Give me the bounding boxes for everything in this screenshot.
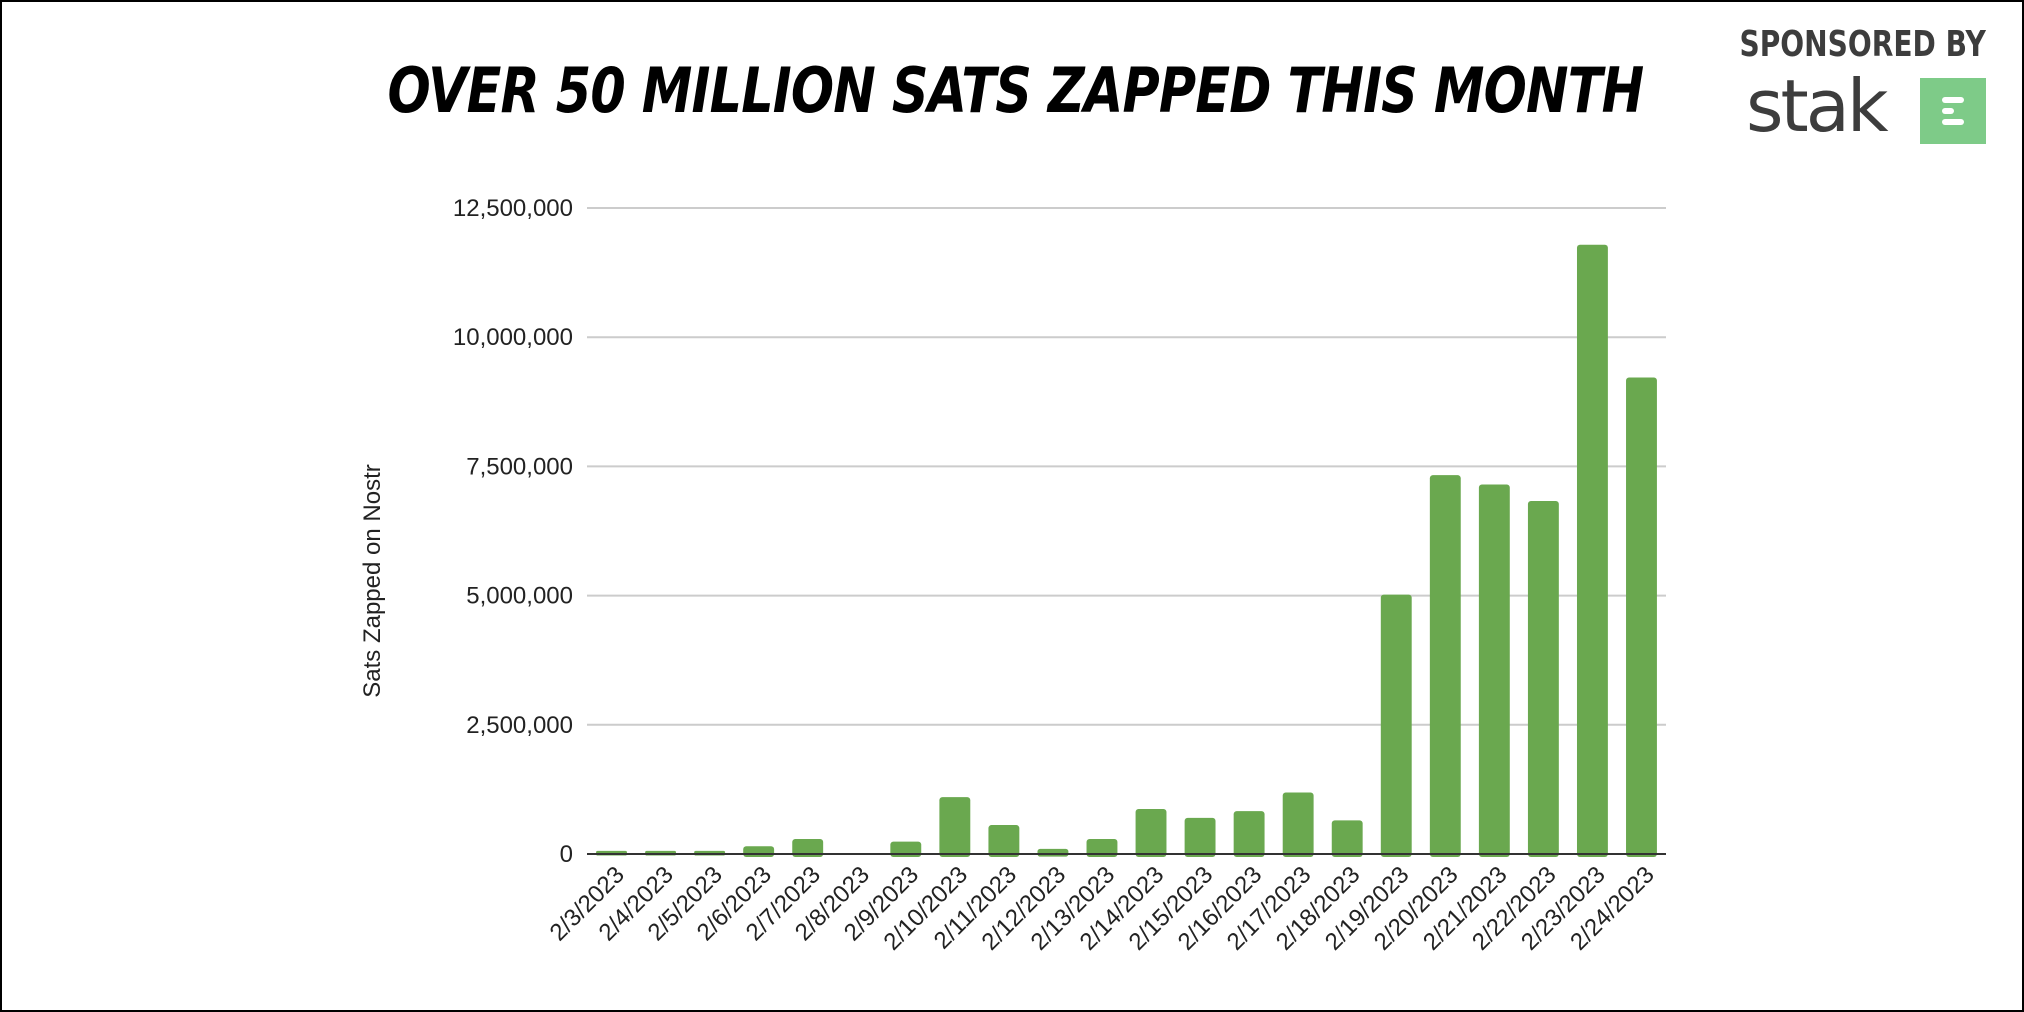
chart-title: OVER 50 MILLION SATS ZAPPED THIS MONTH bbox=[387, 54, 1645, 127]
bar bbox=[939, 797, 971, 857]
bar bbox=[1331, 820, 1363, 857]
y-tick-label: 2,500,000 bbox=[466, 712, 573, 739]
sponsor-block: SPONSORED BY stak bbox=[1740, 24, 1986, 154]
bar bbox=[1429, 475, 1461, 857]
bar bbox=[1086, 839, 1118, 857]
bar bbox=[1282, 792, 1314, 857]
bar bbox=[1478, 484, 1510, 857]
y-tick-label: 7,500,000 bbox=[466, 453, 573, 480]
y-tick-label: 12,500,000 bbox=[453, 195, 573, 222]
y-tick-label: 0 bbox=[560, 841, 573, 868]
y-tick-label: 5,000,000 bbox=[466, 583, 573, 610]
sponsor-brand-name: stak bbox=[1746, 64, 1889, 148]
sponsored-by-label: SPONSORED BY bbox=[1739, 24, 1986, 65]
bar bbox=[1135, 809, 1167, 857]
bar bbox=[743, 846, 775, 857]
stak-logo-icon bbox=[1920, 78, 1986, 144]
bar bbox=[1233, 811, 1265, 857]
bar bbox=[1626, 377, 1657, 857]
bar bbox=[1184, 817, 1216, 857]
bar bbox=[1527, 501, 1559, 857]
y-tick-label: 10,000,000 bbox=[453, 324, 573, 351]
bar bbox=[988, 825, 1020, 857]
y-axis-title: Sats Zapped on Nostr bbox=[359, 464, 386, 697]
bar bbox=[1380, 594, 1412, 857]
bar bbox=[1576, 244, 1608, 857]
bar bbox=[792, 839, 824, 857]
bar bbox=[1037, 848, 1069, 857]
